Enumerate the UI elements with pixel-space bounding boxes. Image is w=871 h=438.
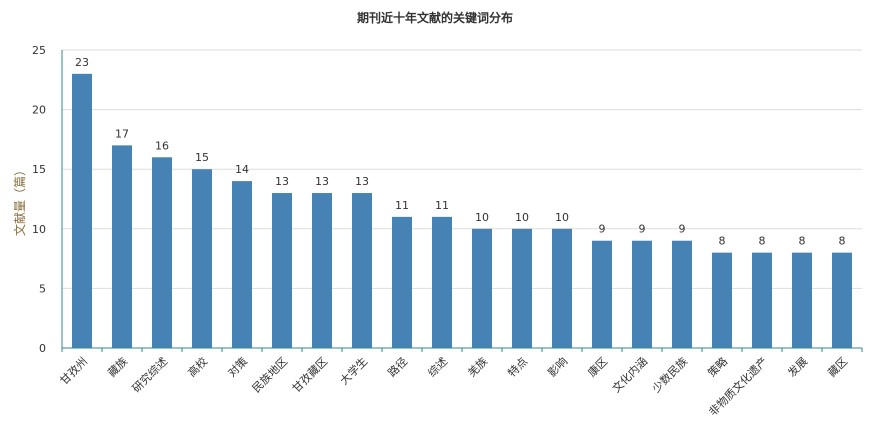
bar <box>392 216 412 348</box>
x-tick-label: 特点 <box>505 354 530 379</box>
x-tick-label: 大学生 <box>337 354 370 387</box>
bar-value-label: 8 <box>839 235 846 248</box>
x-tick-label: 甘孜州 <box>57 354 90 387</box>
bar-value-label: 8 <box>799 235 806 248</box>
data-labels: 23 17 16 15 14 13 13 13 11 11 10 10 10 9 9 9 8 8 8 8 <box>75 56 846 248</box>
bar-value-label: 8 <box>719 235 726 248</box>
bar-value-label: 16 <box>155 139 169 152</box>
bar <box>472 228 492 348</box>
bar-value-label: 13 <box>315 175 329 188</box>
bar <box>312 193 332 348</box>
x-tick-label: 藏族 <box>105 354 130 379</box>
axes <box>61 50 863 352</box>
y-tick-label: 0 <box>39 342 46 355</box>
x-tick-label: 藏区 <box>825 355 850 380</box>
x-tick-label: 综述 <box>425 354 450 379</box>
bar <box>832 252 852 348</box>
x-tick-label: 甘孜藏区 <box>289 354 330 395</box>
bar <box>112 145 132 348</box>
bar <box>592 240 612 348</box>
bar-value-label: 23 <box>75 56 89 69</box>
bar-value-label: 8 <box>759 235 766 248</box>
bar <box>672 240 692 348</box>
y-tick-label: 25 <box>32 44 46 57</box>
x-tick-label: 发展 <box>785 354 810 379</box>
bar <box>192 169 212 348</box>
bar-value-label: 13 <box>355 175 369 188</box>
x-tick-label: 文化内涵 <box>609 354 650 395</box>
bar <box>712 252 732 348</box>
grid-lines <box>62 49 862 289</box>
bar-value-label: 11 <box>395 199 409 212</box>
x-tick-label: 羌族 <box>465 354 490 379</box>
bar <box>752 252 772 348</box>
y-tick-label: 5 <box>39 282 46 295</box>
x-tick-label: 康区 <box>585 354 610 379</box>
x-tick-label: 少数民族 <box>649 354 690 395</box>
y-axis-label: 文献量（篇） <box>12 164 27 236</box>
y-tick-label: 10 <box>32 223 46 236</box>
bar-value-label: 13 <box>275 175 289 188</box>
y-tick-label: 15 <box>32 163 46 176</box>
bar-value-label: 17 <box>115 127 129 140</box>
x-tick-label: 影响 <box>545 355 570 380</box>
bar-value-label: 9 <box>679 223 686 236</box>
x-tick-label: 民族地区 <box>249 354 290 395</box>
bar <box>432 216 452 348</box>
bar-value-label: 9 <box>599 223 606 236</box>
bar <box>632 240 652 348</box>
x-tick-label: 研究综述 <box>129 354 170 395</box>
x-tick-label: 策略 <box>705 354 730 379</box>
chart-title: 期刊近十年文献的关键词分布 <box>357 10 513 25</box>
y-axis-ticks: 0 5 10 15 20 25 <box>32 44 46 355</box>
bar <box>152 157 172 348</box>
x-axis-ticks: 甘孜州 藏族 研究综述 高校 对策 民族地区 甘孜藏区 大学生 路径 综述 羌族 特点 影响 康区 文化内涵… <box>57 354 850 418</box>
x-tick-label: 高校 <box>185 354 210 379</box>
bar-value-label: 9 <box>639 223 646 236</box>
bar-value-label: 10 <box>475 211 489 224</box>
bar <box>232 181 252 348</box>
bar <box>552 228 572 348</box>
bar-value-label: 15 <box>195 151 209 164</box>
bar <box>272 193 292 348</box>
x-tick-label: 路径 <box>385 355 410 380</box>
bar-value-label: 10 <box>515 211 529 224</box>
bar <box>512 228 532 348</box>
bars <box>72 73 852 348</box>
bar-value-label: 11 <box>435 199 449 212</box>
x-tick-label: 对策 <box>225 354 250 379</box>
bar-value-label: 10 <box>555 211 569 224</box>
bar <box>792 252 812 348</box>
y-tick-label: 20 <box>32 104 46 117</box>
bar <box>72 73 92 348</box>
bar <box>352 193 372 348</box>
bar-value-label: 14 <box>235 163 249 176</box>
